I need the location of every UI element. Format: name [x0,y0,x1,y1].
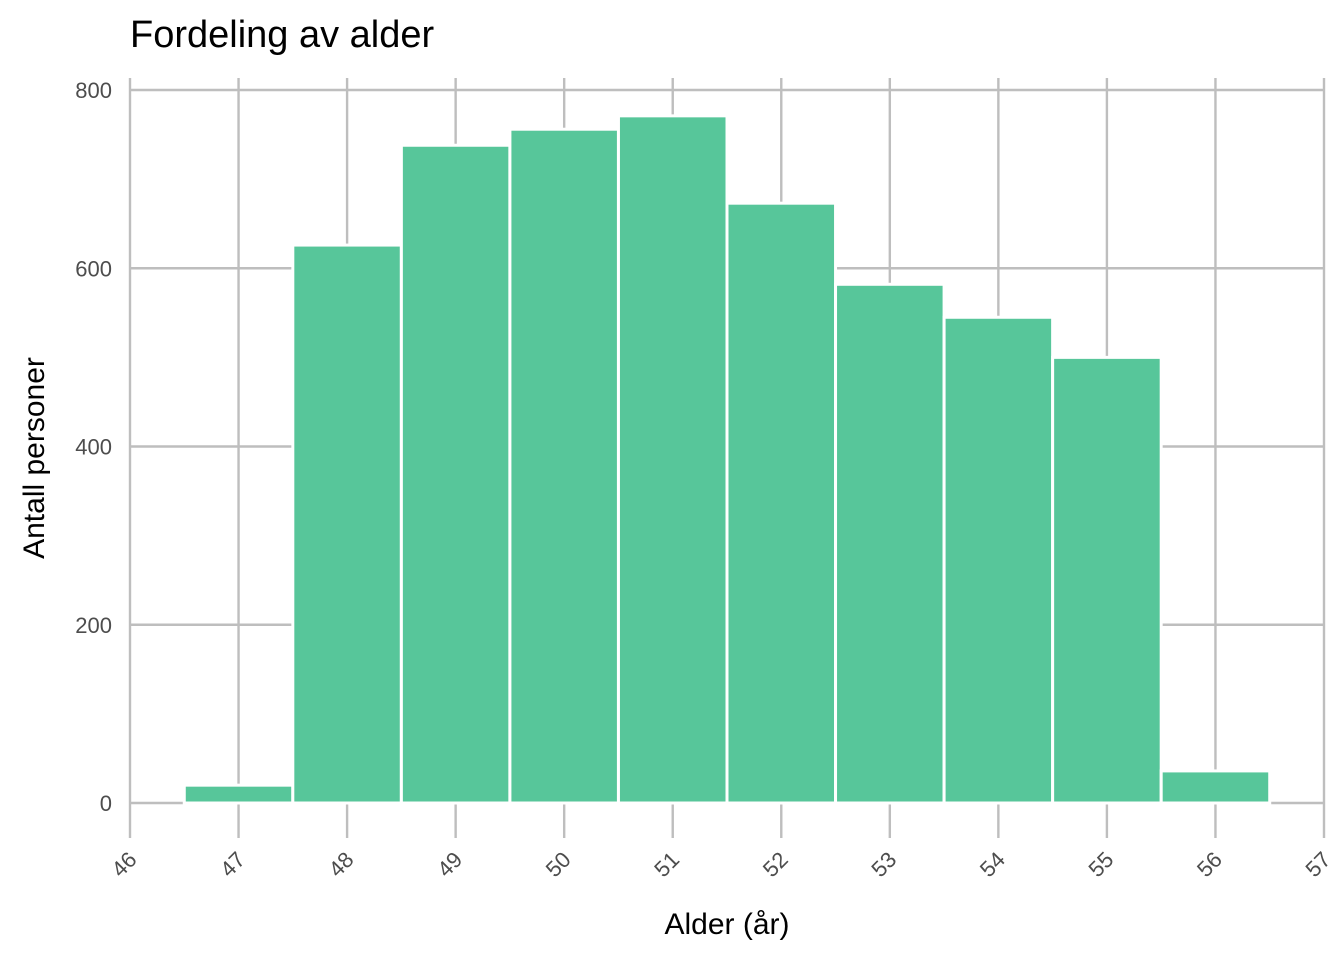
x-tick-label: 47 [215,847,250,882]
x-tick-label: 52 [758,847,793,882]
bar-age-51 [616,114,729,805]
y-tick-label: 600 [75,256,112,281]
bar-age-48 [291,243,403,805]
y-tick-label: 400 [75,435,112,460]
bars [182,114,1272,805]
y-axis-ticks: 0 200 400 600 800 [75,78,112,816]
y-tick-label: 800 [75,78,112,103]
x-tick-label: 54 [975,847,1010,882]
x-tick-label: 56 [1192,847,1227,882]
y-tick-label: 0 [100,791,112,816]
x-tick-label: 49 [432,847,467,882]
y-tick-label: 200 [75,613,112,638]
bar-age-47 [182,783,295,805]
x-tick-label: 57 [1301,847,1336,882]
x-tick-label: 50 [541,847,576,882]
x-tick-label: 55 [1083,847,1118,882]
chart-title: Fordeling av alder [130,14,435,56]
bar-age-53 [834,282,946,805]
x-tick-label: 46 [107,847,142,882]
x-tick-label: 53 [866,847,901,882]
bar-age-56 [1159,769,1272,805]
bar-age-49 [399,143,512,805]
y-axis-title: Antall personer [18,357,51,559]
bar-age-50 [508,127,620,805]
x-axis-ticks: 46 47 48 49 50 51 52 53 54 55 56 57 [107,847,1336,882]
x-tick-label: 48 [324,847,359,882]
x-axis-title: Alder (år) [664,908,789,941]
x-tick-label: 51 [649,847,684,882]
bar-age-52 [725,201,838,805]
bar-age-55 [1051,355,1163,805]
bar-age-54 [942,315,1055,805]
